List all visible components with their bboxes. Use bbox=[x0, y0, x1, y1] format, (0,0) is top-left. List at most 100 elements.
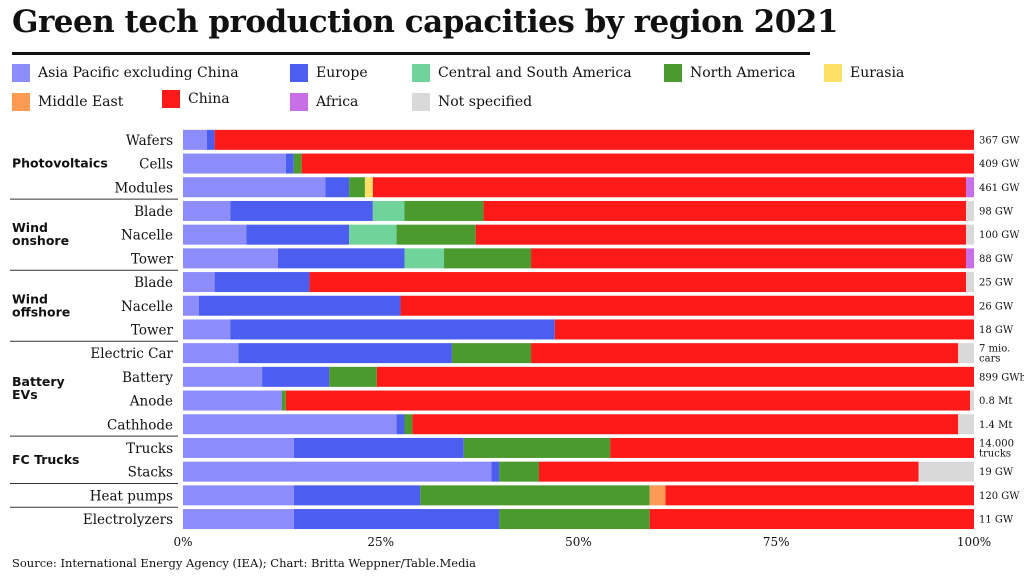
bar-segment bbox=[958, 414, 974, 435]
total-label: 11 GW bbox=[979, 515, 1014, 526]
bar-segment bbox=[372, 200, 405, 221]
x-tick-label: 50% bbox=[565, 535, 592, 549]
bar-segment bbox=[970, 390, 974, 411]
legend-label: North America bbox=[690, 65, 796, 81]
legend-label: Central and South America bbox=[438, 65, 632, 81]
total-label-line: 120 GW bbox=[979, 491, 1020, 502]
category-label: Anode bbox=[129, 394, 173, 410]
legend-swatch bbox=[162, 90, 180, 108]
total-label: 26 GW bbox=[979, 301, 1014, 312]
total-label-line: 88 GW bbox=[979, 254, 1014, 265]
category-label: Cathhode bbox=[107, 417, 173, 433]
bar-segment bbox=[420, 485, 650, 506]
bar-segment bbox=[483, 200, 967, 221]
bar-segment bbox=[183, 509, 294, 530]
bar-segment bbox=[444, 248, 532, 269]
bar-segment bbox=[285, 153, 294, 174]
total-label-line: 11 GW bbox=[979, 515, 1014, 526]
total-label: 367 GW bbox=[979, 135, 1020, 146]
total-label: 461 GW bbox=[979, 183, 1020, 194]
stacked-bar-chart: Wafers Cells Modules Blade Nacelle Tower Blade… bbox=[10, 129, 1024, 549]
legend-item-central-south-america: Central and South America bbox=[412, 64, 632, 82]
group-label-line: Photovoltaics bbox=[12, 156, 108, 171]
bar-segment bbox=[309, 272, 967, 293]
bar-segment bbox=[293, 437, 464, 458]
category-label: Cells bbox=[139, 157, 173, 173]
group-label-line: onshore bbox=[12, 233, 69, 248]
total-label: 7 mio. cars bbox=[979, 344, 1010, 365]
legend-item-asia-pacific: Asia Pacific excluding China bbox=[12, 64, 239, 82]
bar-segment bbox=[610, 437, 974, 458]
legend-label: Eurasia bbox=[850, 65, 905, 81]
total-label: 409 GW bbox=[979, 159, 1020, 170]
bar-segment bbox=[183, 200, 231, 221]
total-label-line: 1.4 Mt bbox=[979, 420, 1012, 431]
bar-segment bbox=[198, 295, 401, 316]
total-label-line: 409 GW bbox=[979, 159, 1020, 170]
bar-segment bbox=[499, 509, 650, 530]
legend-label: Europe bbox=[316, 65, 368, 81]
bar-segment bbox=[404, 414, 413, 435]
bar-segment bbox=[349, 224, 397, 245]
category-label: Blade bbox=[134, 275, 173, 291]
bar-segment bbox=[183, 461, 492, 482]
bar-segment bbox=[376, 366, 974, 387]
bar-segment bbox=[463, 437, 611, 458]
category-label: Trucks bbox=[126, 441, 173, 457]
bar-segment bbox=[404, 200, 484, 221]
legend-item-middle-east: Middle East bbox=[12, 93, 123, 111]
bar-segment bbox=[183, 153, 286, 174]
bar-segment bbox=[400, 295, 974, 316]
bar-segment bbox=[475, 224, 967, 245]
bar-segment bbox=[206, 129, 215, 150]
bar-segment bbox=[958, 343, 974, 364]
bar-segment bbox=[183, 177, 326, 198]
bar-segment bbox=[183, 129, 207, 150]
total-label-line: 19 GW bbox=[979, 467, 1014, 478]
bar-segment bbox=[183, 272, 215, 293]
category-label: Heat pumps bbox=[90, 488, 173, 504]
x-tick-label: 25% bbox=[367, 535, 394, 549]
legend-label: China bbox=[188, 91, 230, 107]
total-label-line: 7 mio. bbox=[979, 344, 1010, 355]
bar-segment bbox=[499, 461, 539, 482]
title-underline bbox=[12, 52, 810, 55]
bar-segment bbox=[214, 129, 974, 150]
legend-item-not-specified: Not specified bbox=[412, 93, 532, 111]
source-note: Source: International Energy Agency (IEA… bbox=[12, 556, 476, 570]
group-label-line: EVs bbox=[12, 387, 38, 402]
bar-segment bbox=[183, 295, 199, 316]
legend-swatch bbox=[412, 64, 430, 82]
x-tick-label: 100% bbox=[957, 535, 991, 549]
bar-segment bbox=[665, 485, 974, 506]
bar-segment bbox=[230, 319, 555, 340]
bar-segment bbox=[404, 248, 445, 269]
bar-segment bbox=[293, 509, 500, 530]
bar-segment bbox=[230, 200, 373, 221]
category-label: Tower bbox=[131, 322, 174, 338]
total-label: 1.4 Mt bbox=[979, 420, 1012, 431]
bar-segment bbox=[183, 437, 294, 458]
legend-swatch bbox=[824, 64, 842, 82]
total-label-line: trucks bbox=[979, 448, 1011, 459]
bar-segment bbox=[966, 248, 974, 269]
group-label: Wind onshore bbox=[12, 220, 69, 248]
bar-segment bbox=[412, 414, 959, 435]
category-label: Stacks bbox=[128, 465, 173, 481]
bar-segment bbox=[329, 366, 377, 387]
bar-segment bbox=[246, 224, 350, 245]
category-label: Nacelle bbox=[121, 228, 173, 244]
total-label-line: 26 GW bbox=[979, 301, 1014, 312]
group-label-line: Wind bbox=[12, 220, 48, 235]
total-label-line: cars bbox=[979, 354, 1000, 365]
legend-item-eurasia: Eurasia bbox=[824, 64, 904, 82]
chart-title: Green tech production capacities by regi… bbox=[12, 4, 838, 40]
bar-segment bbox=[285, 390, 971, 411]
legend-label: Middle East bbox=[38, 94, 124, 110]
bar-segment bbox=[325, 177, 350, 198]
total-label-line: 899 GWh bbox=[979, 372, 1024, 383]
bar-segment bbox=[396, 414, 405, 435]
bar-segment bbox=[277, 248, 405, 269]
legend-label: Asia Pacific excluding China bbox=[38, 65, 239, 81]
bar-segment bbox=[531, 343, 959, 364]
